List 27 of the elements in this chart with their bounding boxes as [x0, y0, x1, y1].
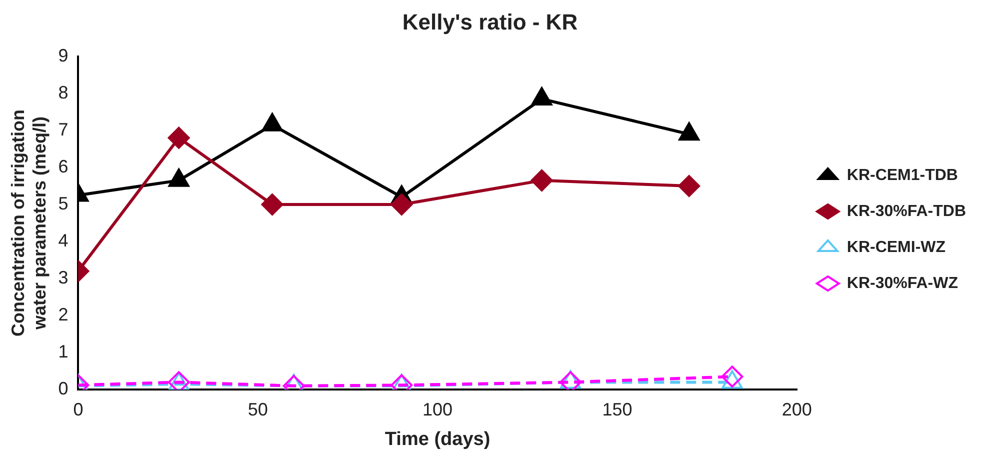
x-tick-label: 150 [602, 399, 632, 420]
x-tick-label: 200 [782, 399, 812, 420]
legend-label: KR-CEM1-TDB [846, 166, 958, 184]
y-tick-label: 5 [58, 193, 68, 214]
y-tick-label: 7 [58, 119, 68, 140]
y-axis-title: Concentration of irrigation water parameters (meq/l) [8, 110, 50, 336]
legend-label: KR-CEMI-WZ [846, 238, 946, 256]
x-tick-label: 0 [73, 399, 84, 420]
chart-title: Kelly's ratio - KR [402, 9, 578, 34]
legend-label: KR-30%FA-TDB [846, 202, 966, 220]
y-tick-label: 1 [58, 342, 68, 362]
x-tick-label: 50 [248, 399, 268, 420]
x-axis-title: Time (days) [384, 428, 490, 450]
y-tick-label: 6 [58, 156, 68, 176]
y-tick-label: 3 [58, 268, 68, 288]
point [531, 86, 552, 106]
point [678, 122, 700, 141]
y-tick-label: 9 [58, 45, 68, 66]
point [262, 112, 283, 132]
point [168, 168, 190, 187]
y-tick-label: 0 [58, 378, 68, 399]
point [722, 370, 743, 389]
x-tick-label: 100 [422, 399, 453, 420]
y-tick-label: 2 [58, 304, 68, 325]
y-tick-label: 4 [58, 230, 68, 250]
y-tick-label: 8 [58, 82, 68, 102]
legend-label: KR-30%FA-WZ [846, 274, 958, 292]
